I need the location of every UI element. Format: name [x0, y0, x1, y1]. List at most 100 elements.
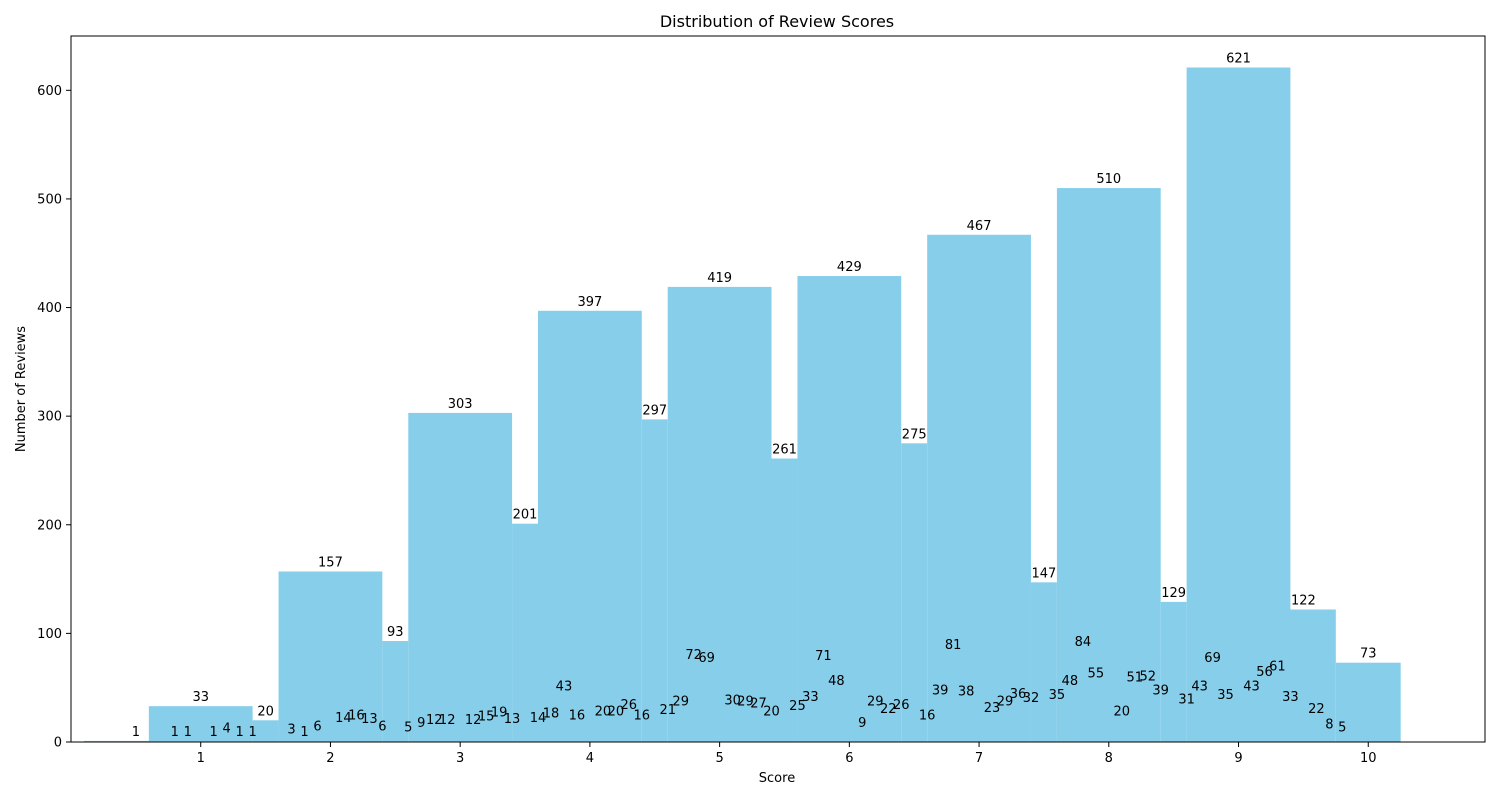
bar-value-label: 429 [837, 260, 862, 275]
inner-value-label: 43 [1191, 679, 1208, 694]
inner-value-label: 27 [750, 697, 767, 712]
plot-frame [70, 35, 1486, 743]
y-axis-title: Number of Reviews [14, 326, 29, 452]
inner-value-label: 5 [1338, 721, 1346, 736]
bars-layer [83, 67, 1401, 743]
inner-value-label: 55 [1088, 666, 1105, 681]
inner-value-label: 43 [1243, 679, 1260, 694]
y-tick-label: 0 [54, 736, 62, 751]
bar-value-label: 275 [902, 427, 927, 442]
bar-14 [1030, 582, 1057, 742]
inner-value-label: 22 [880, 702, 897, 717]
bar-value-label: 510 [1096, 172, 1121, 187]
inner-value-label: 23 [984, 701, 1001, 716]
x-tick-label: 4 [586, 751, 594, 766]
inner-value-label: 71 [815, 649, 832, 664]
bar-15 [1056, 188, 1161, 743]
inner-value-label: 72 [685, 648, 702, 663]
inner-value-label: 16 [348, 709, 365, 724]
inner-value-label: 14 [335, 711, 352, 726]
bar-13 [927, 234, 1031, 742]
inner-value-label: 69 [698, 651, 715, 666]
inner-value-label: 20 [1113, 704, 1130, 719]
bar-value-label: 122 [1291, 593, 1316, 608]
inner-value-label: 9 [417, 716, 425, 731]
bar-value-label: 201 [513, 508, 538, 523]
bar-12 [901, 443, 928, 742]
chart-title: Distribution of Review Scores [660, 12, 894, 31]
inner-value-label: 30 [724, 693, 741, 708]
x-tick-label: 10 [1360, 751, 1377, 766]
inner-value-label: 52 [1139, 670, 1156, 685]
inner-value-label: 35 [1049, 688, 1066, 703]
bar-8 [641, 419, 668, 742]
y-tick-label: 500 [37, 192, 62, 207]
bar-value-label: 261 [772, 443, 797, 458]
inner-value-label: 9 [858, 716, 866, 731]
inner-value-label: 25 [789, 699, 806, 714]
bar-value-label: 20 [257, 704, 274, 719]
x-tick-label: 1 [197, 751, 205, 766]
bar-1 [148, 706, 253, 742]
x-tick-label: 5 [715, 751, 723, 766]
bar-value-label: 621 [1226, 51, 1251, 66]
bar-7 [538, 310, 642, 742]
inner-value-label: 4 [223, 722, 231, 737]
x-axis-title: Score [759, 771, 795, 786]
y-tick-label: 200 [37, 518, 62, 533]
inner-value-label: 16 [919, 709, 936, 724]
inner-value-label: 29 [672, 695, 689, 710]
bar-value-label: 303 [448, 397, 473, 412]
x-tick-label: 7 [975, 751, 983, 766]
inner-value-label: 31 [1178, 692, 1195, 707]
inner-value-label: 16 [569, 709, 586, 724]
inner-value-label: 56 [1256, 665, 1273, 680]
inner-value-label: 19 [491, 705, 508, 720]
inner-value-label: 20 [595, 704, 612, 719]
bar-6 [512, 523, 539, 742]
inner-value-label: 21 [659, 703, 676, 718]
inner-value-label: 6 [313, 719, 321, 734]
x-tick-label: 9 [1234, 751, 1242, 766]
inner-value-label: 48 [828, 674, 845, 689]
inner-value-label: 16 [634, 709, 651, 724]
inner-value-label: 1 [248, 725, 256, 740]
inner-value-label: 39 [932, 684, 949, 699]
inner-value-label: 15 [478, 710, 495, 725]
inner-value-label: 12 [439, 713, 456, 728]
inner-value-label: 29 [867, 695, 884, 710]
bar-19 [1335, 662, 1401, 742]
inner-value-label: 29 [737, 695, 754, 710]
inner-value-label: 6 [378, 719, 386, 734]
bar-value-label: 157 [318, 555, 343, 570]
inner-value-label: 81 [945, 638, 962, 653]
x-tick-label: 3 [456, 751, 464, 766]
inner-value-label: 1 [300, 725, 308, 740]
bar-value-label: 129 [1161, 586, 1186, 601]
inner-value-label: 39 [1152, 684, 1169, 699]
inner-value-label: 33 [1282, 690, 1299, 705]
inner-value-label: 26 [893, 698, 910, 713]
bar-value-label: 33 [192, 690, 209, 705]
inner-value-label: 5 [404, 721, 412, 736]
bar-16 [1160, 601, 1187, 742]
bar-value-label: 297 [642, 403, 667, 418]
bar-2 [252, 720, 279, 742]
bar-value-label: 467 [967, 219, 992, 234]
y-tick-label: 400 [37, 301, 62, 316]
inner-value-label: 13 [361, 712, 378, 727]
inner-value-label: 14 [530, 711, 547, 726]
inner-value-label: 1 [184, 725, 192, 740]
inner-value-label: 22 [1308, 702, 1325, 717]
bar-11 [797, 276, 902, 742]
inner-value-label: 8 [1325, 717, 1333, 732]
inner-value-label: 1 [236, 725, 244, 740]
inner-value-label: 36 [1010, 687, 1027, 702]
x-tick-label: 2 [326, 751, 334, 766]
x-tick-label: 6 [845, 751, 853, 766]
inner-value-label: 69 [1204, 651, 1221, 666]
data-labels-layer: 1332015793303201397297419261429275467147… [132, 51, 1377, 739]
inner-value-label: 38 [958, 685, 975, 700]
x-tick-label: 8 [1105, 751, 1113, 766]
